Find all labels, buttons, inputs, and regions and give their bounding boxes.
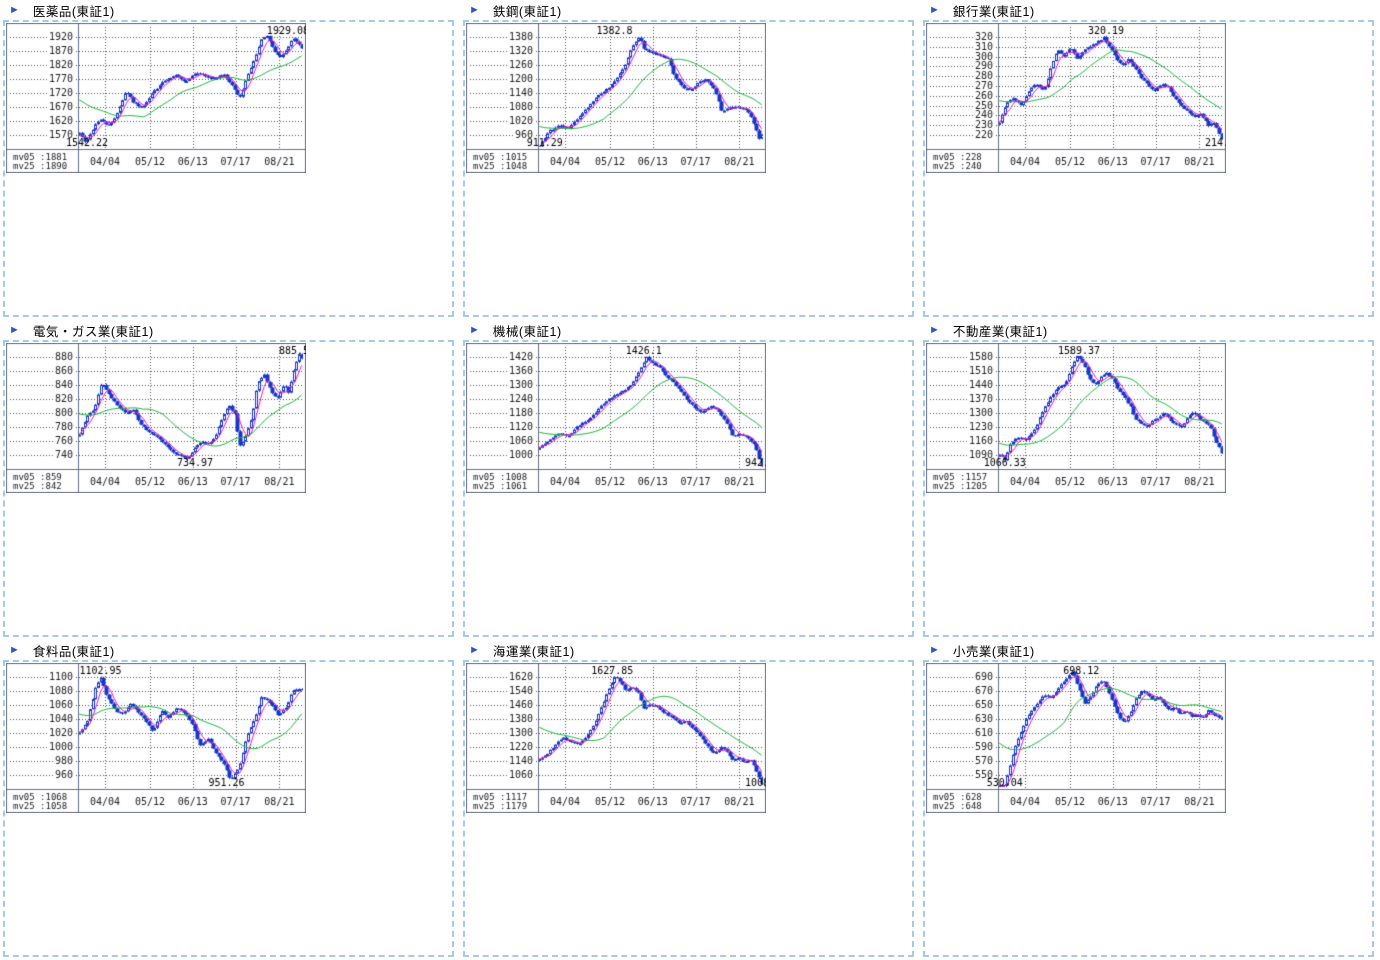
panel-title: 電気・ガス業(東証1) [32, 324, 154, 339]
chart-frame [463, 340, 914, 637]
triangle-marker-icon: ► [9, 323, 20, 336]
chart-frame [3, 20, 454, 317]
candlestick-chart-foods [6, 663, 306, 813]
panel-titlebar[interactable]: ► 食料品(東証1) [0, 640, 460, 660]
chart-frame [463, 660, 914, 957]
candlestick-chart-pharmaceuticals [6, 23, 306, 173]
triangle-marker-icon: ► [469, 643, 480, 656]
panel-title: 機械(東証1) [492, 324, 562, 339]
panel-titlebar[interactable]: ► 機械(東証1) [460, 320, 920, 340]
triangle-marker-icon: ► [9, 3, 20, 16]
panel-title: 小売業(東証1) [952, 644, 1035, 659]
panel-titlebar[interactable]: ► 鉄鋼(東証1) [460, 0, 920, 20]
panel-titlebar[interactable]: ► 不動産業(東証1) [920, 320, 1380, 340]
panel-titlebar[interactable]: ► 医薬品(東証1) [0, 0, 460, 20]
chart-panel-foods: ► 食料品(東証1) [0, 640, 460, 960]
panel-titlebar[interactable]: ► 海運業(東証1) [460, 640, 920, 660]
triangle-marker-icon: ► [929, 3, 940, 16]
candlestick-chart-iron-steel [466, 23, 766, 173]
panel-titlebar[interactable]: ► 電気・ガス業(東証1) [0, 320, 460, 340]
triangle-marker-icon: ► [469, 3, 480, 16]
chart-panel-marine-transport: ► 海運業(東証1) [460, 640, 920, 960]
chart-frame [923, 20, 1374, 317]
candlestick-chart-banks [926, 23, 1226, 173]
chart-frame [3, 340, 454, 637]
triangle-marker-icon: ► [929, 643, 940, 656]
panel-title: 不動産業(東証1) [952, 324, 1048, 339]
panel-title: 海運業(東証1) [492, 644, 575, 659]
candlestick-chart-machinery [466, 343, 766, 493]
panel-titlebar[interactable]: ► 銀行業(東証1) [920, 0, 1380, 20]
panel-title: 銀行業(東証1) [952, 4, 1035, 19]
triangle-marker-icon: ► [929, 323, 940, 336]
chart-panel-iron-steel: ► 鉄鋼(東証1) [460, 0, 920, 320]
chart-panel-real-estate: ► 不動産業(東証1) [920, 320, 1380, 640]
chart-panel-electric-gas: ► 電気・ガス業(東証1) [0, 320, 460, 640]
panel-title: 医薬品(東証1) [32, 4, 115, 19]
triangle-marker-icon: ► [9, 643, 20, 656]
panel-title: 食料品(東証1) [32, 644, 115, 659]
chart-frame [923, 660, 1374, 957]
chart-panel-pharmaceuticals: ► 医薬品(東証1) [0, 0, 460, 320]
triangle-marker-icon: ► [469, 323, 480, 336]
chart-panel-machinery: ► 機械(東証1) [460, 320, 920, 640]
chart-frame [923, 340, 1374, 637]
candlestick-chart-retail [926, 663, 1226, 813]
candlestick-chart-marine-transport [466, 663, 766, 813]
chart-panel-retail: ► 小売業(東証1) [920, 640, 1380, 960]
candlestick-chart-real-estate [926, 343, 1226, 493]
chart-frame [3, 660, 454, 957]
chart-panel-banks: ► 銀行業(東証1) [920, 0, 1380, 320]
chart-frame [463, 20, 914, 317]
candlestick-chart-electric-gas [6, 343, 306, 493]
panel-title: 鉄鋼(東証1) [492, 4, 562, 19]
panel-titlebar[interactable]: ► 小売業(東証1) [920, 640, 1380, 660]
